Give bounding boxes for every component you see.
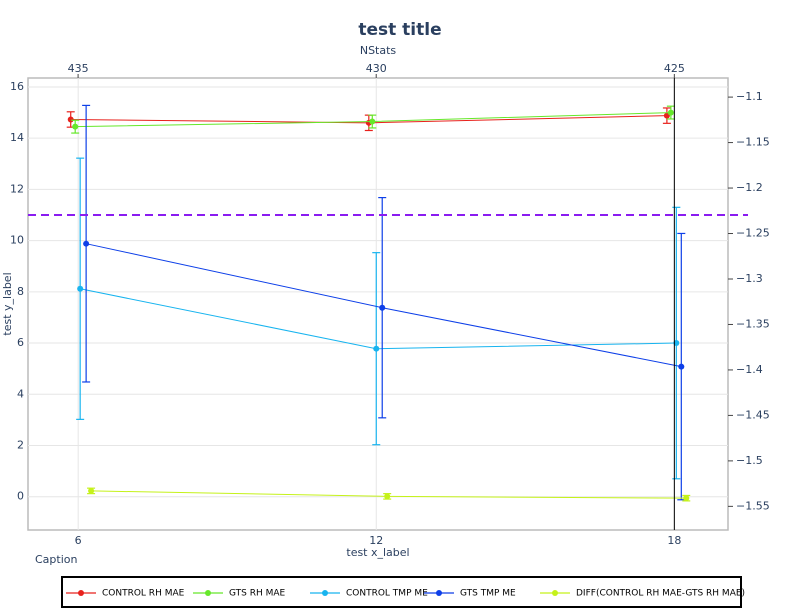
legend-label: GTS TMP ME — [460, 589, 516, 599]
caption: Caption — [35, 553, 78, 566]
y-tick-label: 6 — [17, 336, 24, 349]
point — [72, 123, 79, 130]
y2-tick-label: −1.45 — [736, 408, 770, 421]
y2-tick-label: −1.15 — [736, 136, 770, 149]
plot-frame — [27, 77, 729, 531]
point — [683, 495, 690, 502]
legend-label: CONTROL RH MAE — [102, 589, 185, 599]
y2-tick-label: −1.2 — [736, 181, 763, 194]
legend-label: CONTROL TMP ME — [346, 589, 428, 599]
y2-tick-label: −1.25 — [736, 227, 770, 240]
point — [667, 109, 674, 116]
point — [384, 493, 391, 500]
x-axis-title: test x_label — [346, 546, 409, 559]
y-tick-label: 10 — [10, 234, 24, 247]
point — [67, 116, 74, 123]
point — [77, 285, 84, 292]
legend-marker — [552, 590, 558, 596]
y2-tick-label: −1.5 — [736, 454, 763, 467]
point — [379, 304, 386, 311]
legend-label: DIFF(CONTROL RH MAE-GTS RH MAE) — [576, 589, 745, 599]
x2-axis-title: NStats — [360, 44, 397, 57]
y-tick-label: 0 — [17, 490, 24, 503]
x2-tick-label: 435 — [68, 62, 89, 75]
chart-title: test title — [358, 20, 441, 40]
x2-tick-label: 430 — [366, 62, 387, 75]
y-tick-label: 4 — [17, 387, 24, 400]
y-tick-label: 8 — [17, 285, 24, 298]
point — [83, 240, 90, 247]
y-tick-label: 16 — [10, 80, 24, 93]
legend-box — [61, 576, 742, 608]
y-tick-label: 12 — [10, 182, 24, 195]
y-tick-label: 14 — [10, 131, 24, 144]
y-tick-label: 2 — [17, 438, 24, 451]
x-tick-label: 18 — [667, 534, 681, 547]
legend-marker — [205, 590, 211, 596]
point — [88, 487, 95, 494]
legend-marker — [436, 590, 442, 596]
y-axis-title: test y_label — [1, 272, 14, 335]
point — [678, 363, 685, 370]
x-tick-label: 6 — [75, 534, 82, 547]
y2-tick-label: −1.3 — [736, 272, 763, 285]
series-line — [80, 288, 677, 350]
y2-tick-label: −1.35 — [736, 317, 770, 330]
point — [373, 345, 380, 352]
y2-tick-label: −1.55 — [736, 499, 770, 512]
legend-marker — [322, 590, 328, 596]
x-tick-label: 12 — [369, 534, 383, 547]
y2-tick-label: −1.1 — [736, 90, 763, 103]
legend-label: GTS RH MAE — [229, 589, 286, 599]
point — [369, 118, 376, 125]
legend-marker — [78, 590, 84, 596]
y2-tick-label: −1.4 — [736, 363, 763, 376]
x2-tick-label: 425 — [664, 62, 685, 75]
